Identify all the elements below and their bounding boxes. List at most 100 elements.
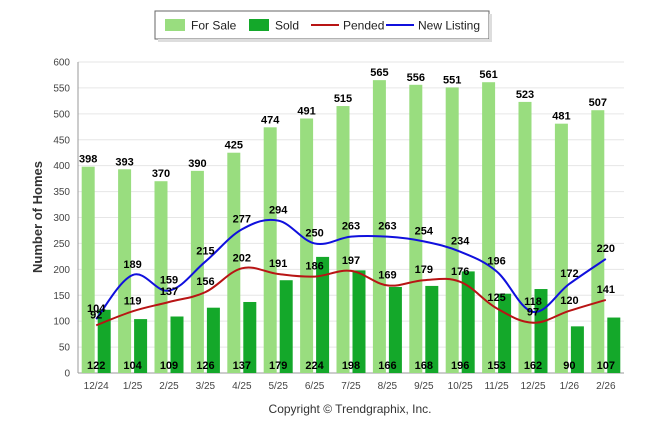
- sold-value-label: 162: [524, 360, 542, 372]
- sold-bar: [243, 301, 257, 373]
- y-tick-label: 400: [53, 161, 70, 172]
- for-sale-bar: [81, 166, 95, 373]
- x-tick-label: 10/25: [448, 381, 473, 392]
- for-sale-value-label: 565: [370, 67, 388, 79]
- new-listing-value-label: 277: [233, 213, 251, 225]
- x-tick-label: 2/26: [596, 381, 616, 392]
- sold-value-label: 137: [233, 360, 251, 372]
- x-tick-label: 6/25: [305, 381, 325, 392]
- new-listing-value-label: 234: [451, 236, 470, 248]
- for-sale-value-label: 425: [225, 140, 243, 152]
- trend-lines: [95, 218, 607, 327]
- y-tick-label: 250: [53, 239, 70, 250]
- sold-bar: [170, 316, 184, 373]
- new-listing-value-label: 250: [305, 227, 323, 239]
- pended-value-label: 97: [527, 307, 539, 319]
- pended-value-label: 156: [196, 276, 214, 288]
- sold-value-label: 107: [597, 360, 615, 372]
- x-tick-label: 2/25: [159, 381, 179, 392]
- sold-bar: [206, 307, 220, 373]
- new-listing-value-label: 263: [378, 221, 396, 233]
- sold-value-label: 179: [269, 360, 287, 372]
- new-listing-value-label: 172: [560, 268, 578, 280]
- sold-bar: [279, 280, 293, 373]
- sold-bar: [425, 285, 439, 373]
- for-sale-bar: [227, 152, 241, 373]
- sold-value-label: 109: [160, 360, 178, 372]
- for-sale-bar: [482, 82, 496, 373]
- y-tick-label: 500: [53, 109, 70, 120]
- pended-value-label: 141: [597, 284, 615, 296]
- pended-value-label: 125: [487, 292, 505, 304]
- for-sale-bar: [300, 118, 314, 373]
- pended-value-label: 169: [378, 269, 396, 281]
- pended-value-label: 197: [342, 255, 360, 267]
- for-sale-legend-label: For Sale: [191, 19, 237, 33]
- sold-value-label: 104: [123, 360, 142, 372]
- sold-value-label: 196: [451, 360, 469, 372]
- for-sale-value-label: 474: [261, 114, 280, 126]
- y-tick-label: 300: [53, 213, 70, 224]
- new-listing-value-label: 104: [87, 303, 106, 315]
- pended-legend-label: Pended: [343, 19, 384, 33]
- y-tick-label: 200: [53, 265, 70, 276]
- for-sale-bar: [263, 127, 277, 373]
- x-tick-label: 9/25: [414, 381, 434, 392]
- x-tick-label: 12/25: [520, 381, 545, 392]
- new-listing-value-label: 118: [524, 296, 542, 308]
- sold-bar: [461, 271, 475, 373]
- for-sale-bar: [554, 123, 568, 373]
- for-sale-value-label: 491: [297, 105, 315, 117]
- new-listing-value-label: 294: [269, 205, 288, 217]
- for-sale-value-label: 556: [407, 72, 425, 84]
- x-tick-label: 4/25: [232, 381, 252, 392]
- for-sale-value-label: 507: [589, 97, 607, 109]
- for-sale-legend-swatch: [165, 19, 185, 31]
- sold-value-label: 122: [87, 360, 105, 372]
- for-sale-bar: [118, 169, 132, 373]
- for-sale-bar: [518, 101, 532, 373]
- sold-value-label: 224: [305, 360, 324, 372]
- sold-value-label: 166: [378, 360, 396, 372]
- pended-value-label: 119: [124, 295, 142, 307]
- new-listing-value-label: 263: [342, 221, 360, 233]
- for-sale-value-label: 370: [152, 168, 170, 180]
- gridlines: [78, 61, 624, 374]
- pended-value-label: 179: [415, 264, 433, 276]
- sold-legend-swatch: [249, 19, 269, 31]
- for-sale-value-label: 481: [552, 111, 570, 123]
- for-sale-bar: [190, 170, 204, 373]
- y-tick-label: 50: [59, 343, 71, 354]
- for-sale-value-label: 393: [115, 156, 133, 168]
- pended-value-label: 186: [305, 261, 323, 273]
- for-sale-bar: [372, 80, 386, 374]
- for-sale-value-label: 551: [443, 74, 461, 86]
- x-tick-label: 1/25: [123, 381, 143, 392]
- x-tick-label: 11/25: [484, 381, 509, 392]
- pended-value-label: 137: [160, 286, 178, 298]
- legend-shadow-side: [489, 14, 492, 42]
- sold-bar: [134, 319, 148, 373]
- sold-value-label: 153: [487, 360, 505, 372]
- y-tick-label: 550: [53, 83, 70, 94]
- sold-bar: [352, 270, 366, 373]
- x-tick-label: 3/25: [196, 381, 216, 392]
- pended-value-label: 202: [233, 252, 251, 264]
- new-listing-value-label: 159: [160, 275, 178, 287]
- for-sale-bar: [409, 84, 423, 373]
- y-tick-label: 450: [53, 135, 70, 146]
- data-labels: 3981229210439310411918937010913715939012…: [79, 67, 615, 372]
- x-tick-label: 7/25: [341, 381, 361, 392]
- sold-legend-label: Sold: [275, 19, 299, 33]
- sold-bar: [570, 326, 584, 373]
- sold-bar: [97, 309, 111, 373]
- new-listing-line: [95, 218, 607, 320]
- legend-shadow: [158, 39, 492, 42]
- sold-value-label: 90: [563, 360, 575, 372]
- x-tick-label: 1/26: [560, 381, 580, 392]
- pended-line: [95, 266, 607, 327]
- pended-value-label: 191: [269, 258, 287, 270]
- y-axis-title: Number of Homes: [30, 161, 45, 273]
- sold-bar: [316, 256, 330, 373]
